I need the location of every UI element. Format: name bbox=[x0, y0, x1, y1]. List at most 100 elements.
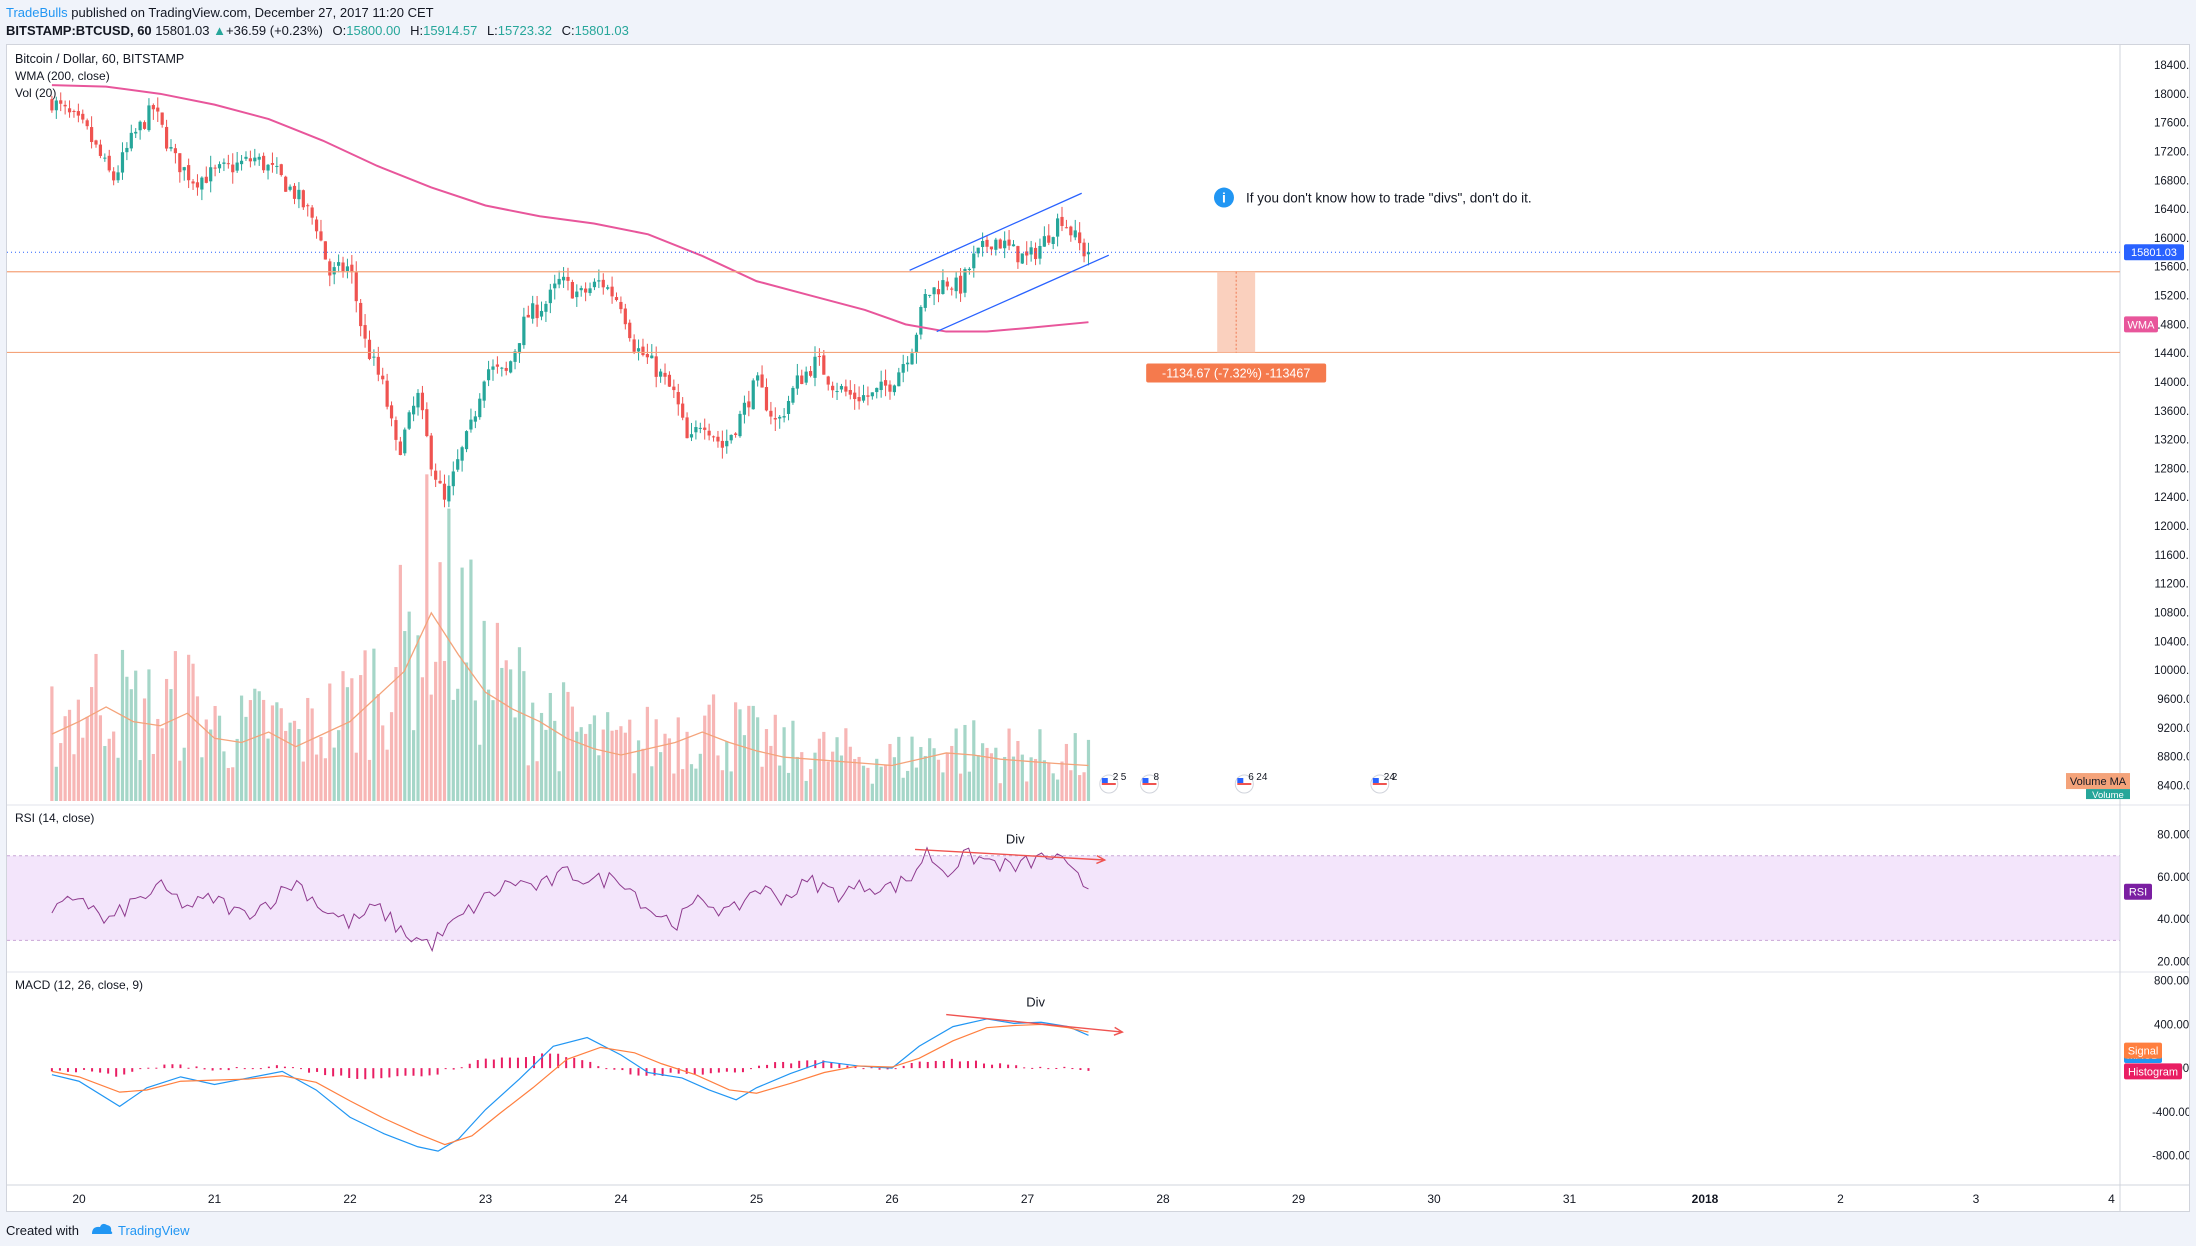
candle-body bbox=[284, 176, 288, 192]
volume-bar bbox=[676, 717, 680, 801]
chart-area[interactable]: -1134.67 (-7.32%) -113467 i If you don't k… bbox=[6, 44, 2196, 1212]
volume-bar bbox=[650, 766, 654, 801]
candle-body bbox=[411, 405, 416, 415]
histogram-bar bbox=[412, 1068, 415, 1076]
histogram-bar bbox=[171, 1064, 174, 1069]
volume-bar bbox=[169, 689, 173, 801]
candle-body bbox=[244, 156, 248, 159]
event-flag-canton bbox=[1101, 778, 1108, 783]
volume-bar bbox=[460, 567, 464, 801]
candle-body bbox=[1064, 227, 1069, 229]
candle-body bbox=[584, 288, 588, 293]
volume-bar bbox=[112, 731, 116, 801]
histogram-bar bbox=[243, 1068, 246, 1070]
volume-bar bbox=[376, 694, 380, 801]
volume-bar bbox=[239, 695, 244, 801]
candle-body bbox=[442, 483, 447, 500]
histogram-bar bbox=[195, 1066, 198, 1069]
candle-body bbox=[270, 163, 275, 165]
volume-bar bbox=[266, 738, 270, 801]
volume-bar bbox=[998, 783, 1002, 801]
volume-bar bbox=[579, 727, 583, 801]
publication-line: TradeBulls published on TradingView.com,… bbox=[6, 5, 434, 20]
volume-bar bbox=[1078, 775, 1082, 801]
candle-body bbox=[337, 262, 341, 266]
volume-bar bbox=[359, 675, 363, 801]
histogram-bar bbox=[1087, 1068, 1090, 1071]
candle-body bbox=[963, 269, 967, 293]
volume-bar bbox=[804, 780, 808, 801]
time-tick-label: 21 bbox=[208, 1192, 222, 1206]
volume-bar bbox=[1007, 728, 1011, 801]
histogram-bar bbox=[790, 1063, 793, 1069]
candle-body bbox=[173, 148, 178, 154]
volume-tag: Volume bbox=[2092, 790, 2124, 801]
histogram-bar bbox=[557, 1053, 560, 1069]
price-tick-label: 16400.00 bbox=[2154, 204, 2189, 216]
histogram-bar bbox=[1063, 1066, 1066, 1069]
volume-bar bbox=[244, 716, 248, 801]
histogram-bar bbox=[420, 1068, 423, 1077]
histogram-bar bbox=[460, 1067, 463, 1069]
candle-body bbox=[901, 364, 905, 373]
candle-body bbox=[954, 277, 958, 292]
histogram-bar bbox=[533, 1056, 536, 1069]
candle-body bbox=[888, 384, 892, 392]
candle-body bbox=[976, 247, 980, 254]
macd-tick-label: -400.0000 bbox=[2152, 1107, 2189, 1119]
candle-body bbox=[897, 372, 901, 387]
volume-bar bbox=[156, 718, 160, 801]
volume-bar bbox=[1038, 729, 1042, 801]
volume-bar bbox=[262, 699, 266, 801]
candle-body bbox=[478, 398, 482, 418]
histogram-bar bbox=[749, 1068, 752, 1070]
histogram-bar bbox=[878, 1068, 881, 1070]
histogram-bar bbox=[725, 1068, 728, 1072]
price-tick-label: 11200.00 bbox=[2154, 579, 2189, 591]
candle-body bbox=[738, 413, 742, 437]
volume-bar bbox=[504, 660, 508, 801]
candle-body bbox=[213, 167, 217, 169]
volume-bar bbox=[848, 746, 852, 801]
volume-bar bbox=[222, 751, 226, 801]
info-icon bbox=[1213, 187, 1234, 208]
volume-bar bbox=[967, 771, 971, 801]
channel-upper-line bbox=[909, 192, 1082, 271]
volume-bar bbox=[394, 667, 398, 801]
candle-body bbox=[381, 375, 385, 380]
tradingview-logo-icon[interactable] bbox=[90, 1222, 114, 1236]
candle-body bbox=[967, 268, 971, 270]
signal-tag-box bbox=[2124, 1042, 2162, 1059]
histogram-bar bbox=[1039, 1066, 1042, 1069]
volume-bar bbox=[288, 722, 292, 801]
histogram-bar bbox=[774, 1062, 777, 1069]
candle-body bbox=[601, 279, 605, 288]
volume-bar bbox=[720, 770, 724, 801]
volume-bar bbox=[164, 678, 169, 801]
volume-bar bbox=[173, 651, 178, 801]
candle-body bbox=[945, 281, 949, 287]
price-tick-label: 10400.00 bbox=[2154, 636, 2189, 648]
histogram-bar bbox=[388, 1068, 391, 1078]
event-flag-label-2: 2 bbox=[1392, 772, 1398, 783]
volume-bar bbox=[1042, 760, 1046, 801]
price-tick-label: 9200.00 bbox=[2157, 723, 2189, 735]
chart-canvas[interactable]: -1134.67 (-7.32%) -113467 i If you don't k… bbox=[7, 45, 2196, 1211]
candle-body bbox=[981, 240, 985, 247]
candle-body bbox=[517, 343, 522, 354]
volume-bar bbox=[976, 755, 980, 801]
volume-bar bbox=[486, 689, 491, 801]
author-link[interactable]: TradeBulls bbox=[6, 5, 68, 20]
tradingview-brand-link[interactable]: TradingView bbox=[118, 1223, 190, 1238]
candle-body bbox=[866, 395, 870, 397]
histogram-bar bbox=[219, 1068, 222, 1070]
volume-bar bbox=[711, 694, 716, 801]
price-tick-label: 12000.00 bbox=[2154, 521, 2189, 533]
volume-bar bbox=[892, 757, 896, 801]
histogram-bar bbox=[798, 1060, 801, 1069]
volume-bar bbox=[906, 770, 910, 801]
volume-bar bbox=[509, 669, 513, 801]
volume-bar bbox=[85, 716, 89, 801]
volume-bar bbox=[764, 729, 769, 801]
candle-body bbox=[1047, 235, 1051, 243]
